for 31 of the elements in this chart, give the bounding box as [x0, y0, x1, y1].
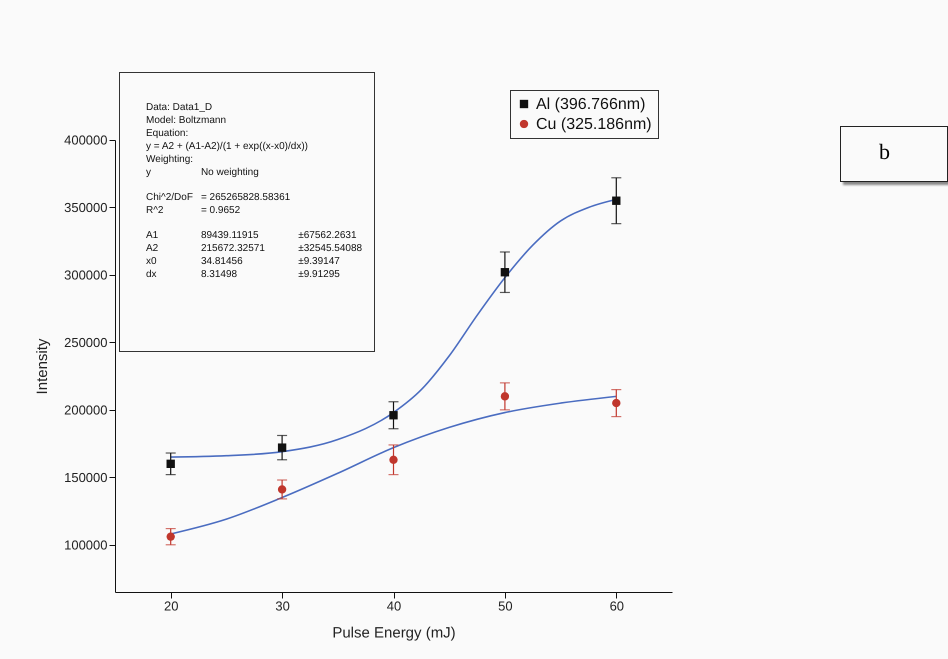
x-tick-label: 60	[610, 598, 624, 614]
point	[166, 460, 175, 468]
point	[612, 398, 620, 408]
point	[166, 532, 175, 541]
y-tick-label: 250000	[64, 334, 108, 350]
annotation: Weighting:	[146, 153, 194, 166]
y-tick-label: 400000	[64, 132, 108, 148]
fit-info-box: Data: Data1_D Model: Boltzmann Equation: y = A2 + (A1-A2)/(1 + exp((x-x0)/dx)) Weighting: y No weighting Chi^2/DoF = 265265828.58361 R^2 = 0.9652 A1 89439.11915 ±67562.2631 A2 215672.32571 ±32545.54088 x0 34.81456 ±9.39147 dx 8.31498 ±9.91295	[119, 72, 375, 352]
point	[389, 411, 398, 420]
x-tick-label: 40	[386, 598, 402, 614]
point	[612, 196, 620, 205]
point	[500, 392, 510, 401]
point	[278, 485, 286, 494]
point	[500, 268, 510, 276]
y-tick-label: 100000	[64, 537, 108, 552]
y-axis-title: Intensity	[34, 338, 52, 394]
y-tick-label: 350000	[64, 200, 108, 215]
x-axis-title: Pulse Energy (mJ)	[332, 624, 456, 642]
y-tick-label: 300000	[64, 267, 108, 282]
x-tick-label: 30	[275, 598, 290, 614]
legend-label: Cu (325.186nm)	[536, 116, 652, 133]
panel-letter-box: b	[840, 126, 948, 182]
x-tick-label: 50	[498, 598, 513, 614]
x-tick-label: 20	[164, 598, 178, 614]
legend-label: Al (396.766nm)	[536, 96, 646, 113]
point	[278, 443, 286, 452]
annotation: Chi^2/DoF = 265265828.58361	[146, 191, 292, 204]
y-tick-label: 150000	[64, 470, 108, 485]
annotation: y = A2 + (A1-A2)/(1 + exp((x-x0)/dx))	[146, 140, 309, 153]
point	[389, 456, 398, 464]
y-tick-label: 200000	[64, 402, 108, 418]
